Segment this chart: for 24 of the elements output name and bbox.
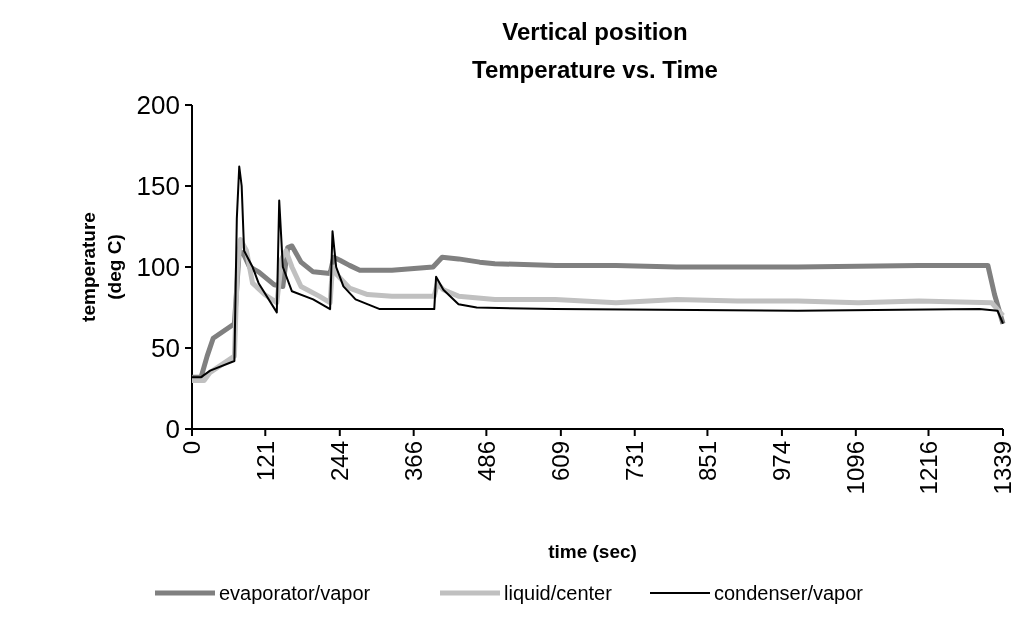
y-axis-title: temperature (deg C) bbox=[78, 212, 125, 322]
y-tick-label: 100 bbox=[136, 252, 180, 283]
x-tick-label: 244 bbox=[326, 441, 354, 482]
x-tick-label: 486 bbox=[472, 441, 500, 482]
x-tick-label: 121 bbox=[251, 441, 279, 482]
y-tick-label: 50 bbox=[151, 333, 180, 364]
y-tick-label: 0 bbox=[165, 414, 180, 445]
x-tick-label: 731 bbox=[621, 441, 649, 482]
x-tick-label: 1096 bbox=[842, 441, 870, 495]
x-axis-title: time (sec) bbox=[548, 541, 637, 562]
y-tick-label: 150 bbox=[136, 171, 180, 202]
chart-title: Vertical position bbox=[502, 18, 688, 45]
x-tick-label: 0 bbox=[178, 441, 206, 455]
legend-label: liquid/center bbox=[504, 582, 613, 604]
x-tick-label: 1339 bbox=[989, 441, 1017, 495]
x-tick-label: 974 bbox=[768, 441, 796, 482]
legend-label: condenser/vapor bbox=[714, 582, 864, 604]
chart-subtitle: Temperature vs. Time bbox=[472, 56, 718, 83]
x-tick-label: 851 bbox=[693, 441, 721, 482]
x-tick-label: 609 bbox=[547, 441, 575, 482]
y-tick-label: 200 bbox=[136, 90, 180, 121]
x-tick-label: 1216 bbox=[914, 441, 942, 495]
legend-label: evaporator/vapor bbox=[219, 582, 371, 604]
x-tick-label: 366 bbox=[400, 441, 428, 482]
